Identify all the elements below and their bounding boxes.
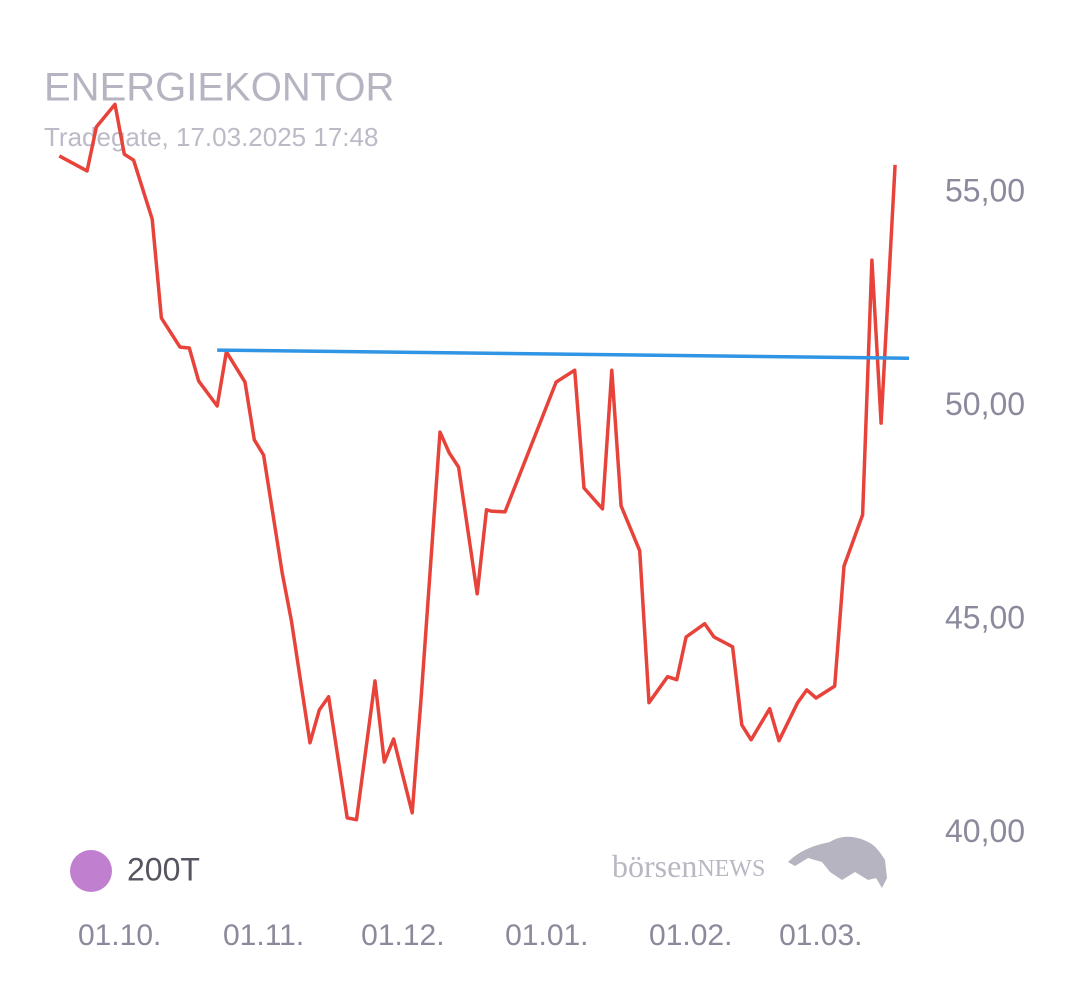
x-tick-label: 01.03. <box>779 919 862 952</box>
y-tick-label: 40,00 <box>945 813 1025 849</box>
y-tick-label: 55,00 <box>945 173 1025 209</box>
y-tick-label: 45,00 <box>945 599 1025 635</box>
legend-swatch <box>70 850 112 892</box>
x-tick-label: 01.01. <box>505 919 588 952</box>
y-tick-label: 50,00 <box>945 386 1025 422</box>
line-series <box>58 102 897 822</box>
bull-logo <box>788 836 887 888</box>
chart-title: ENERGIEKONTOR <box>44 66 394 110</box>
x-tick-label: 01.10. <box>78 919 161 952</box>
x-tick-label: 01.11. <box>223 919 304 952</box>
chart-subtitle: Tradegate, 17.03.2025 17:48 <box>44 122 378 152</box>
x-tick-label: 01.02. <box>649 919 732 952</box>
watermark: börsenNEWS <box>612 836 887 888</box>
watermark-text: börsenNEWS <box>612 848 765 884</box>
x-tick-label: 01.12. <box>361 919 444 952</box>
line-series <box>217 348 910 360</box>
legend-label: 200T <box>127 851 200 887</box>
